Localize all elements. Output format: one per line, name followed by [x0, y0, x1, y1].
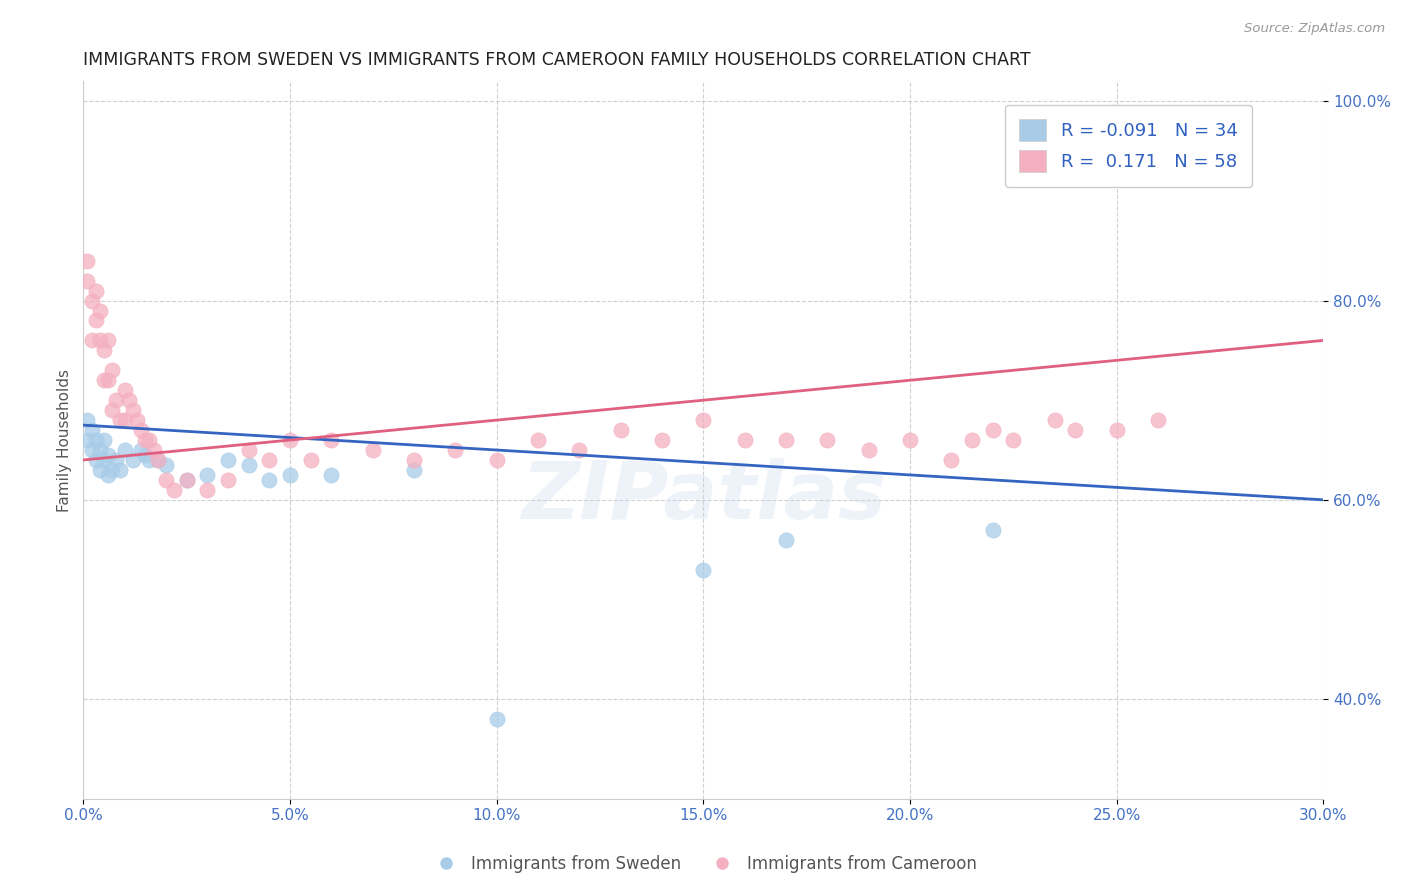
Point	[142, 443, 165, 458]
Point	[238, 458, 260, 472]
Point	[485, 453, 508, 467]
Point	[76, 253, 98, 268]
Point	[89, 463, 111, 477]
Point	[101, 363, 124, 377]
Point	[402, 453, 425, 467]
Point	[155, 473, 177, 487]
Point	[129, 423, 152, 437]
Point	[76, 274, 98, 288]
Point	[114, 413, 136, 427]
Point	[299, 453, 322, 467]
Point	[815, 433, 838, 447]
Point	[84, 453, 107, 467]
Point	[76, 433, 98, 447]
Text: IMMIGRANTS FROM SWEDEN VS IMMIGRANTS FROM CAMEROON FAMILY HOUSEHOLDS CORRELATION: IMMIGRANTS FROM SWEDEN VS IMMIGRANTS FRO…	[83, 51, 1031, 69]
Point	[278, 467, 301, 482]
Point	[80, 334, 103, 348]
Point	[609, 423, 631, 437]
Point	[97, 467, 120, 482]
Y-axis label: Family Households: Family Households	[58, 368, 72, 511]
Point	[93, 373, 115, 387]
Text: ZIPatlas: ZIPatlas	[520, 458, 886, 536]
Legend: R = -0.091   N = 34, R =  0.171   N = 58: R = -0.091 N = 34, R = 0.171 N = 58	[1005, 104, 1253, 186]
Point	[485, 712, 508, 726]
Point	[89, 334, 111, 348]
Point	[110, 463, 132, 477]
Point	[138, 433, 160, 447]
Point	[105, 393, 128, 408]
Point	[259, 453, 281, 467]
Point	[1002, 433, 1025, 447]
Point	[125, 413, 148, 427]
Point	[692, 563, 714, 577]
Point	[321, 433, 343, 447]
Point	[84, 284, 107, 298]
Point	[321, 467, 343, 482]
Point	[89, 443, 111, 458]
Point	[114, 443, 136, 458]
Point	[101, 403, 124, 417]
Point	[122, 403, 145, 417]
Point	[734, 433, 756, 447]
Point	[981, 523, 1004, 537]
Point	[238, 443, 260, 458]
Point	[217, 473, 239, 487]
Point	[444, 443, 467, 458]
Point	[1105, 423, 1128, 437]
Point	[134, 448, 156, 462]
Point	[775, 533, 797, 547]
Point	[97, 373, 120, 387]
Point	[981, 423, 1004, 437]
Point	[651, 433, 673, 447]
Point	[941, 453, 963, 467]
Point	[101, 463, 124, 477]
Point	[259, 473, 281, 487]
Point	[97, 334, 120, 348]
Point	[402, 463, 425, 477]
Point	[1064, 423, 1087, 437]
Point	[80, 293, 103, 308]
Point	[858, 443, 880, 458]
Text: Source: ZipAtlas.com: Source: ZipAtlas.com	[1244, 22, 1385, 36]
Point	[114, 383, 136, 397]
Point	[89, 303, 111, 318]
Point	[155, 458, 177, 472]
Point	[176, 473, 198, 487]
Point	[1147, 413, 1170, 427]
Point	[80, 443, 103, 458]
Point	[80, 423, 103, 437]
Point	[898, 433, 921, 447]
Point	[146, 453, 169, 467]
Point	[960, 433, 983, 447]
Point	[93, 453, 115, 467]
Point	[93, 343, 115, 358]
Point	[97, 448, 120, 462]
Point	[217, 453, 239, 467]
Point	[775, 433, 797, 447]
Point	[568, 443, 591, 458]
Point	[278, 433, 301, 447]
Point	[527, 433, 550, 447]
Point	[118, 393, 141, 408]
Point	[692, 413, 714, 427]
Point	[146, 453, 169, 467]
Point	[129, 443, 152, 458]
Point	[163, 483, 186, 497]
Point	[84, 433, 107, 447]
Point	[105, 453, 128, 467]
Point	[110, 413, 132, 427]
Point	[138, 453, 160, 467]
Point	[195, 467, 218, 482]
Point	[93, 433, 115, 447]
Point	[361, 443, 384, 458]
Point	[195, 483, 218, 497]
Point	[134, 433, 156, 447]
Point	[1043, 413, 1066, 427]
Point	[122, 453, 145, 467]
Point	[176, 473, 198, 487]
Point	[84, 313, 107, 327]
Point	[76, 413, 98, 427]
Legend: Immigrants from Sweden, Immigrants from Cameroon: Immigrants from Sweden, Immigrants from …	[422, 848, 984, 880]
